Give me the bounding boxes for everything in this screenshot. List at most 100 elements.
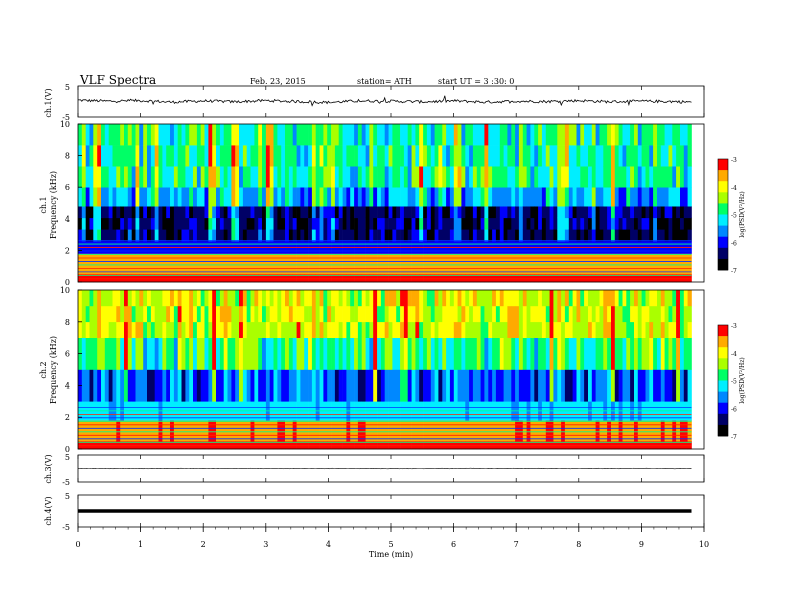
spectrogram-cell xyxy=(265,124,271,146)
spectrogram-cell xyxy=(369,420,374,442)
spectrogram-cell xyxy=(683,369,688,402)
colorbar-segment xyxy=(718,217,728,221)
spectrogram-cell xyxy=(308,166,313,188)
spectrogram-cell xyxy=(200,253,205,275)
spectrogram-cell xyxy=(687,337,692,370)
spectrogram-cell xyxy=(315,441,320,450)
spectrogram-cell xyxy=(472,187,478,207)
spectrogram-cell xyxy=(93,321,98,338)
spectrogram-cell xyxy=(120,229,125,242)
spectrogram-cell xyxy=(223,124,228,146)
spectrogram-cell xyxy=(239,441,244,450)
spectrogram-cell xyxy=(308,441,313,450)
spectrogram-cell xyxy=(484,369,489,402)
spectrogram-cell xyxy=(193,253,198,275)
spectrogram-cell xyxy=(672,441,677,450)
spectrogram-cell xyxy=(304,229,309,242)
spectrogram-cell xyxy=(403,145,409,167)
spectrogram-cell xyxy=(331,274,336,283)
spectrogram-cell xyxy=(158,253,163,275)
spectrogram-cell xyxy=(400,145,405,167)
spectrogram-cell xyxy=(549,290,554,307)
spectrogram-cell xyxy=(400,369,405,402)
spectrogram-cell xyxy=(173,321,179,338)
spectrogram-cell xyxy=(311,420,317,442)
spectrogram-cell xyxy=(342,124,347,146)
colorbar-segment xyxy=(718,405,728,409)
spectrogram-cell xyxy=(503,206,508,219)
spectrogram-cell xyxy=(561,217,566,230)
spectrogram-cell xyxy=(407,166,412,188)
spectrogram-cell xyxy=(668,337,673,370)
spectrogram-cell xyxy=(568,369,573,402)
spectrogram-cell xyxy=(369,187,374,207)
spectrogram-cell xyxy=(423,187,428,207)
spectrogram-cell xyxy=(480,124,485,146)
spectrogram-cell xyxy=(434,253,439,275)
spectrogram-cell xyxy=(668,145,673,167)
spectrogram-cell xyxy=(438,229,443,242)
spectrogram-cell xyxy=(411,420,416,442)
spectrogram-cell xyxy=(116,206,121,219)
spectrogram-cell xyxy=(350,166,355,188)
spectrogram-cell xyxy=(634,145,639,167)
spectrogram-cell xyxy=(101,337,106,370)
spectrogram-cell xyxy=(630,124,635,146)
spectrogram-cell xyxy=(181,305,186,323)
spectrogram-cell xyxy=(135,369,140,402)
spectrogram-cell xyxy=(361,321,366,338)
spectrogram-cell xyxy=(484,217,489,230)
spectrogram-cell xyxy=(687,369,692,402)
spectrogram-cell xyxy=(557,305,562,323)
spectrogram-cell xyxy=(634,321,639,338)
spectrogram-cell xyxy=(388,187,393,207)
spectrogram-cell xyxy=(231,166,236,188)
spectrogram-cell xyxy=(189,274,194,283)
spectrogram-cell xyxy=(181,206,186,219)
spectrogram-cell xyxy=(426,145,432,167)
spectrogram-cell xyxy=(304,369,309,402)
spectrogram-cell xyxy=(338,253,343,275)
spectrogram-cell xyxy=(626,166,631,188)
spectrogram-cell xyxy=(116,145,121,167)
spectrogram-cell xyxy=(676,229,681,242)
colorbar-segment xyxy=(718,391,728,395)
spectrogram-cell xyxy=(449,145,455,167)
spectrogram-cell xyxy=(664,369,669,402)
spectrogram-cell xyxy=(369,166,374,188)
colorbar-segment xyxy=(718,408,728,412)
spectrogram-cell xyxy=(150,321,156,338)
spectrogram-cell xyxy=(438,337,443,370)
spectrogram-cell xyxy=(607,337,612,370)
spectrogram-cell xyxy=(154,124,159,146)
waveform-line xyxy=(77,467,692,470)
spectrogram-cell xyxy=(380,290,386,307)
spectrogram-cell xyxy=(557,166,562,188)
spectrogram-cell xyxy=(193,166,198,188)
spectrogram-cell xyxy=(196,229,202,242)
spectrogram-cell xyxy=(449,166,455,188)
spectrogram-cell xyxy=(603,274,608,283)
spectrogram-cell xyxy=(561,145,566,167)
spectrogram-cell xyxy=(124,229,129,242)
spectrogram-cell xyxy=(603,145,608,167)
spectrogram-cell xyxy=(162,217,167,230)
spectrogram-cell xyxy=(265,253,271,275)
spectrogram-cell xyxy=(641,369,646,402)
spectrogram-cell xyxy=(216,274,221,283)
spectrogram-cell xyxy=(568,124,573,146)
colorbar-segment xyxy=(718,197,728,201)
spectrogram-cell xyxy=(634,290,639,307)
spectrogram-cell xyxy=(143,124,148,146)
spectrogram-cell xyxy=(311,337,317,370)
spectrogram-cell xyxy=(239,187,244,207)
spectrogram-cell xyxy=(484,321,489,338)
spectrogram-cell xyxy=(223,145,228,167)
spectrogram-cell xyxy=(116,187,121,207)
colorbar-segment xyxy=(718,264,728,268)
spectrogram-cell xyxy=(595,145,600,167)
spectrogram-cell xyxy=(143,441,148,450)
spectrogram-cell xyxy=(377,145,382,167)
spectrogram-cell xyxy=(204,206,209,219)
